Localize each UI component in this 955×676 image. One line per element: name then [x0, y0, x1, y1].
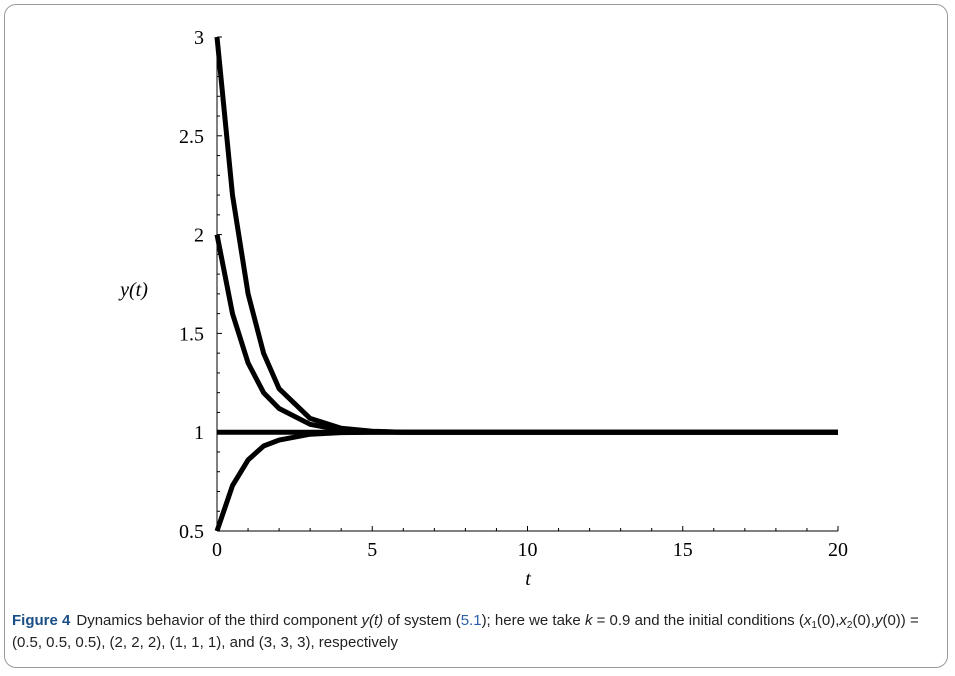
- caption-sub-2: 2: [846, 620, 853, 631]
- series-line-4: [214, 36, 838, 435]
- caption-text-3: ); here we take: [481, 612, 585, 629]
- caption-text-1: Dynamics behavior of the third component: [76, 612, 362, 629]
- caption-x1: x: [803, 612, 812, 629]
- caption-sub-1: 1: [811, 620, 817, 631]
- y-tick-label: 1: [194, 422, 204, 444]
- caption-k: k: [584, 612, 593, 629]
- caption-y-t: y(t): [361, 612, 384, 629]
- caption-x2: x: [839, 612, 847, 629]
- caption-paren-a: (0),: [816, 612, 840, 629]
- y-tick-label: 2.5: [179, 126, 204, 148]
- x-tick-label: 0: [212, 539, 222, 561]
- axes: [216, 37, 838, 532]
- caption-equation-link[interactable]: 5.1: [460, 612, 482, 629]
- caption-paren-b: (0),: [852, 612, 875, 629]
- x-axis-label: t: [525, 568, 531, 590]
- caption-text-4: = 0.9 and the initial conditions (: [592, 612, 804, 629]
- y-tick-label: 3: [194, 27, 204, 49]
- x-tick-label: 10: [518, 539, 538, 561]
- ticks: 0 5 10 15 20 0.5 1 1.5 2 2.5 3: [179, 27, 848, 561]
- series-layer: [214, 36, 838, 532]
- y-tick-label: 1.5: [179, 323, 204, 345]
- series-line-3: [214, 234, 838, 435]
- caption-text-5: (0)) = (0.5, 0.5, 0.5), (2, 2, 2), (1, 1…: [12, 612, 919, 651]
- y-tick-label: 2: [194, 225, 204, 247]
- x-tick-label: 5: [367, 539, 377, 561]
- x-tick-label: 15: [673, 539, 693, 561]
- caption-text-2: of system (: [383, 612, 461, 629]
- y-tick-label: 0.5: [179, 521, 204, 543]
- line-chart: 0 5 10 15 20 0.5 1 1.5 2 2.5 3 t y(t): [118, 27, 848, 590]
- caption-label: Figure 4: [12, 612, 71, 629]
- figure-caption: Figure 4 Dynamics behavior of the third c…: [12, 610, 942, 654]
- series-line-1: [214, 429, 838, 532]
- figure-frame: [4, 4, 948, 668]
- y-axis-label: y(t): [118, 279, 148, 301]
- x-tick-label: 20: [828, 539, 848, 561]
- caption-y: y: [874, 612, 883, 629]
